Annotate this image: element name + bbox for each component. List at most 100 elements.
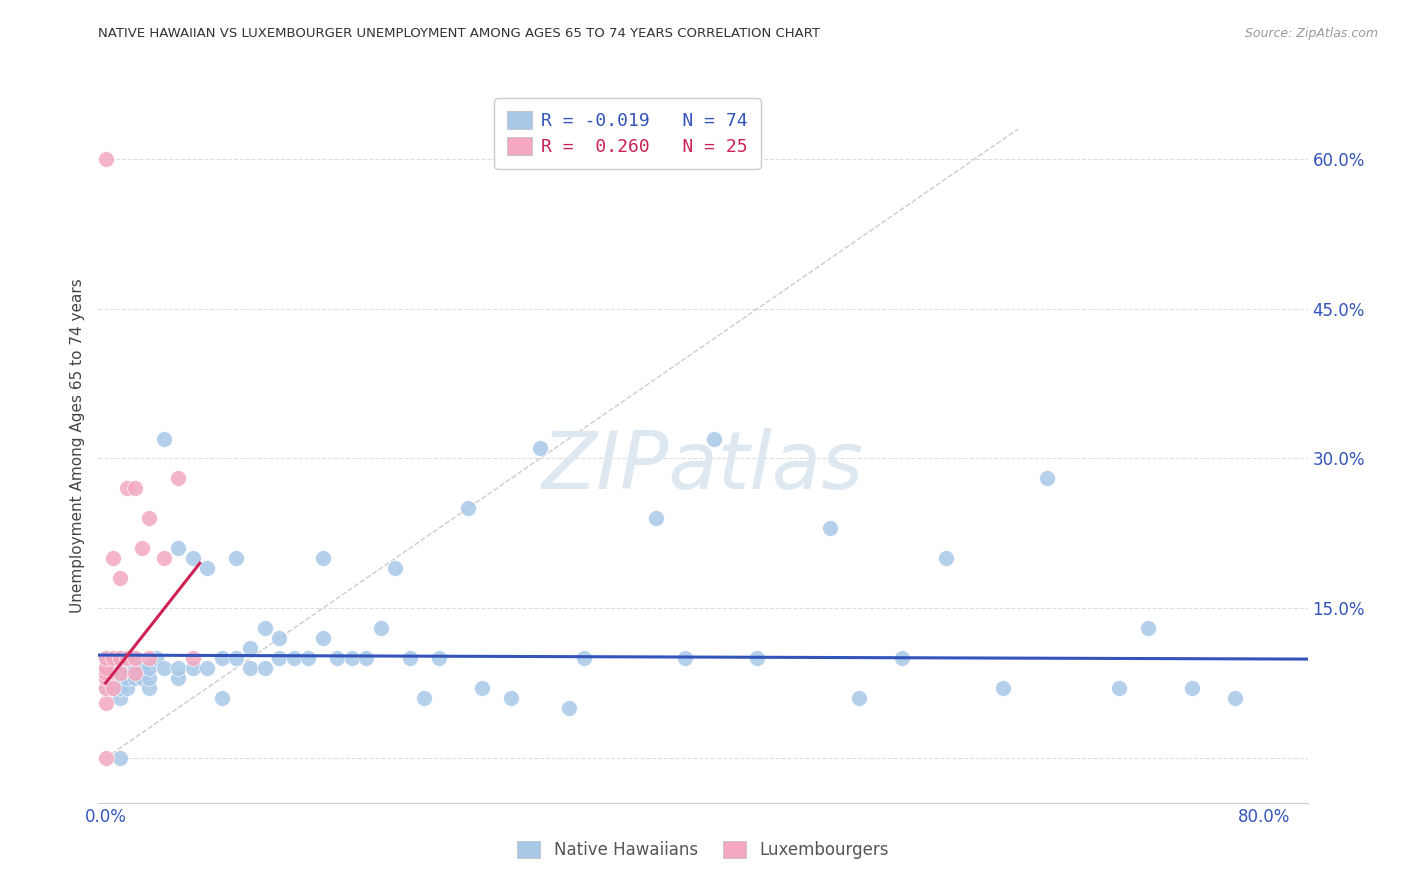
Point — [239, 641, 262, 656]
Point — [993, 681, 1015, 695]
Point — [645, 511, 668, 525]
Point — [94, 671, 117, 685]
Point — [356, 651, 378, 665]
Point — [703, 432, 725, 446]
Point — [117, 651, 139, 665]
Point — [558, 701, 581, 715]
Point — [283, 651, 305, 665]
Point — [167, 541, 190, 556]
Point — [108, 681, 131, 695]
Point — [891, 651, 914, 665]
Point — [152, 432, 174, 446]
Point — [340, 651, 363, 665]
Point — [117, 671, 139, 685]
Point — [211, 651, 233, 665]
Point — [225, 551, 247, 566]
Point — [152, 661, 174, 675]
Point — [269, 631, 291, 645]
Point — [108, 691, 131, 706]
Point — [94, 661, 117, 675]
Text: NATIVE HAWAIIAN VS LUXEMBOURGER UNEMPLOYMENT AMONG AGES 65 TO 74 YEARS CORRELATI: NATIVE HAWAIIAN VS LUXEMBOURGER UNEMPLOY… — [98, 27, 821, 40]
Point — [572, 651, 595, 665]
Point — [101, 681, 124, 695]
Point — [195, 561, 218, 575]
Point — [1108, 681, 1130, 695]
Point — [124, 482, 146, 496]
Point — [1137, 621, 1160, 635]
Point — [370, 621, 392, 635]
Point — [117, 482, 139, 496]
Point — [138, 651, 160, 665]
Point — [94, 696, 117, 710]
Point — [673, 651, 696, 665]
Point — [167, 671, 190, 685]
Point — [471, 681, 494, 695]
Point — [398, 651, 420, 665]
Point — [94, 751, 117, 765]
Point — [108, 651, 131, 665]
Point — [457, 501, 479, 516]
Point — [117, 661, 139, 675]
Text: Source: ZipAtlas.com: Source: ZipAtlas.com — [1244, 27, 1378, 40]
Point — [935, 551, 957, 566]
Point — [131, 541, 153, 556]
Point — [101, 681, 124, 695]
Point — [108, 666, 131, 681]
Point — [529, 442, 551, 456]
Point — [501, 691, 523, 706]
Point — [225, 651, 247, 665]
Point — [108, 651, 131, 665]
Point — [145, 651, 167, 665]
Point — [269, 651, 291, 665]
Point — [848, 691, 870, 706]
Point — [152, 551, 174, 566]
Point — [167, 471, 190, 485]
Point — [1181, 681, 1204, 695]
Point — [181, 661, 204, 675]
Point — [195, 661, 218, 675]
Point — [253, 621, 276, 635]
Point — [94, 671, 117, 685]
Point — [108, 751, 131, 765]
Point — [181, 551, 204, 566]
Point — [101, 551, 124, 566]
Point — [138, 661, 160, 675]
Point — [124, 651, 146, 665]
Point — [94, 152, 117, 166]
Point — [124, 666, 146, 681]
Point — [138, 671, 160, 685]
Point — [253, 661, 276, 675]
Point — [1225, 691, 1247, 706]
Point — [138, 511, 160, 525]
Point — [131, 671, 153, 685]
Point — [167, 661, 190, 675]
Point — [94, 661, 117, 675]
Point — [117, 681, 139, 695]
Point — [124, 651, 146, 665]
Point — [1036, 471, 1059, 485]
Point — [94, 681, 117, 695]
Point — [239, 661, 262, 675]
Point — [818, 521, 841, 535]
Point — [181, 651, 204, 665]
Point — [94, 681, 117, 695]
Point — [211, 691, 233, 706]
Point — [101, 651, 124, 665]
Point — [101, 661, 124, 675]
Point — [427, 651, 450, 665]
Text: ZIPatlas: ZIPatlas — [541, 428, 865, 507]
Point — [747, 651, 769, 665]
Legend: Native Hawaiians, Luxembourgers: Native Hawaiians, Luxembourgers — [510, 834, 896, 866]
Y-axis label: Unemployment Among Ages 65 to 74 years: Unemployment Among Ages 65 to 74 years — [70, 278, 86, 614]
Point — [94, 666, 117, 681]
Point — [124, 671, 146, 685]
Point — [108, 671, 131, 685]
Point — [131, 661, 153, 675]
Point — [108, 571, 131, 585]
Point — [312, 631, 335, 645]
Point — [297, 651, 319, 665]
Point — [413, 691, 436, 706]
Point — [312, 551, 335, 566]
Point — [384, 561, 406, 575]
Point — [124, 661, 146, 675]
